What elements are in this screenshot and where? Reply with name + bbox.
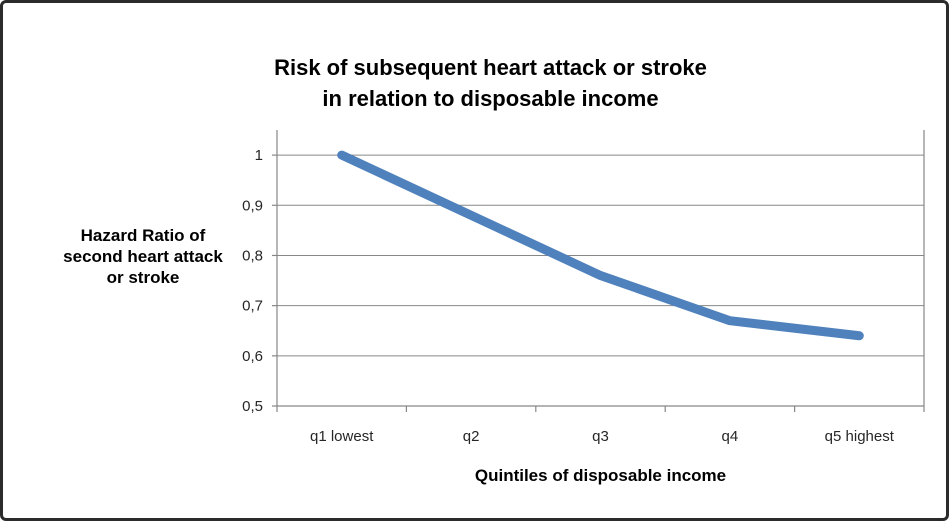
y-axis-title: Hazard Ratio of second heart attack or s… xyxy=(63,226,223,287)
plot-area: 1 0,9 0,8 0,7 0,6 0,5 q1 lowest q2 q3 q4 q5 highes… xyxy=(242,130,925,445)
y-tick-label: 0,6 xyxy=(242,348,263,365)
y-tick-label: 0,5 xyxy=(242,398,263,415)
x-category-label: q4 xyxy=(722,428,739,445)
y-tick-label: 0,9 xyxy=(242,197,263,214)
y-tick-label: 0,8 xyxy=(242,247,263,264)
x-category-label: q1 lowest xyxy=(310,428,374,445)
x-axis-title: Quintiles of disposable income xyxy=(474,466,727,485)
x-category-label: q5 highest xyxy=(825,428,895,445)
y-tick-label: 1 xyxy=(255,147,263,164)
chart-title: Risk of subsequent heart attack or strok… xyxy=(274,55,707,111)
x-category-label: q2 xyxy=(463,428,480,445)
x-category-label: q3 xyxy=(592,428,609,445)
data-line xyxy=(337,150,864,341)
y-tick-label: 0,7 xyxy=(242,298,263,315)
